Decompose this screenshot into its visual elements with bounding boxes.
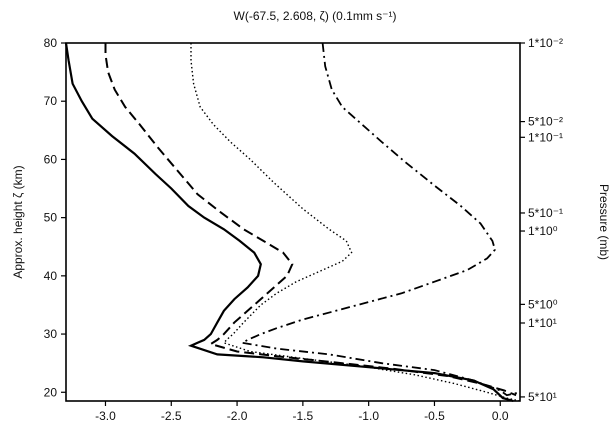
y-tick-label: 30 <box>44 327 58 341</box>
y-tick-label: 60 <box>44 152 58 166</box>
chart-title: W(-67.5, 2.608, ζ) (0.1mm s⁻¹) <box>234 9 397 23</box>
y2-tick-label: 1*10¹ <box>528 316 557 330</box>
y-tick-label: 40 <box>44 269 58 283</box>
x-tick-label: -3.0 <box>95 409 116 423</box>
x-tick-label: 0.0 <box>492 409 509 423</box>
y2-tick-label: 5*10¹ <box>528 390 557 404</box>
series-dashed-line <box>104 43 517 397</box>
y2-tick-label: 1*10⁻¹ <box>528 130 563 144</box>
y2-tick-label: 5*10⁰ <box>528 297 558 311</box>
x-tick-label: -2.5 <box>161 409 182 423</box>
y-tick-label: 20 <box>44 385 58 399</box>
y-tick-label: 70 <box>44 94 58 108</box>
y2-tick-label: 5*10⁻² <box>528 115 563 129</box>
y-axis: 20 30 40 50 60 70 80 <box>44 36 66 399</box>
y2-tick-label: 5*10⁻¹ <box>528 206 563 220</box>
series-dashdot-line <box>239 42 521 397</box>
y-tick-label: 50 <box>44 211 58 225</box>
y2-tick-label: 1*10⁰ <box>528 224 558 238</box>
y2-axis: 1*10⁻² 5*10⁻²1*10⁻¹ 5*10⁻¹ 1*10⁰ 5*10⁰ 1*10¹ 5… <box>520 36 563 404</box>
x-tick-label: -0.5 <box>424 409 445 423</box>
x-tick-label: -1.0 <box>358 409 379 423</box>
x-tick-label: -1.5 <box>293 409 314 423</box>
x-axis: -3.0 -2.5 -2.0 -1.5 -1.0 -0.5 0.0 <box>95 401 509 423</box>
series-layer <box>64 42 521 403</box>
series-solid-line <box>64 42 514 403</box>
y2-tick-label: 1*10⁻² <box>528 36 563 50</box>
x-tick-label: -2.0 <box>227 409 248 423</box>
y-axis-label: Approx. height ζ (km) <box>11 165 25 278</box>
y2-axis-label: Pressure (mb) <box>597 184 611 260</box>
y-tick-label: 80 <box>44 36 58 50</box>
series-dotted-line <box>190 43 521 402</box>
plot-frame <box>65 42 521 402</box>
